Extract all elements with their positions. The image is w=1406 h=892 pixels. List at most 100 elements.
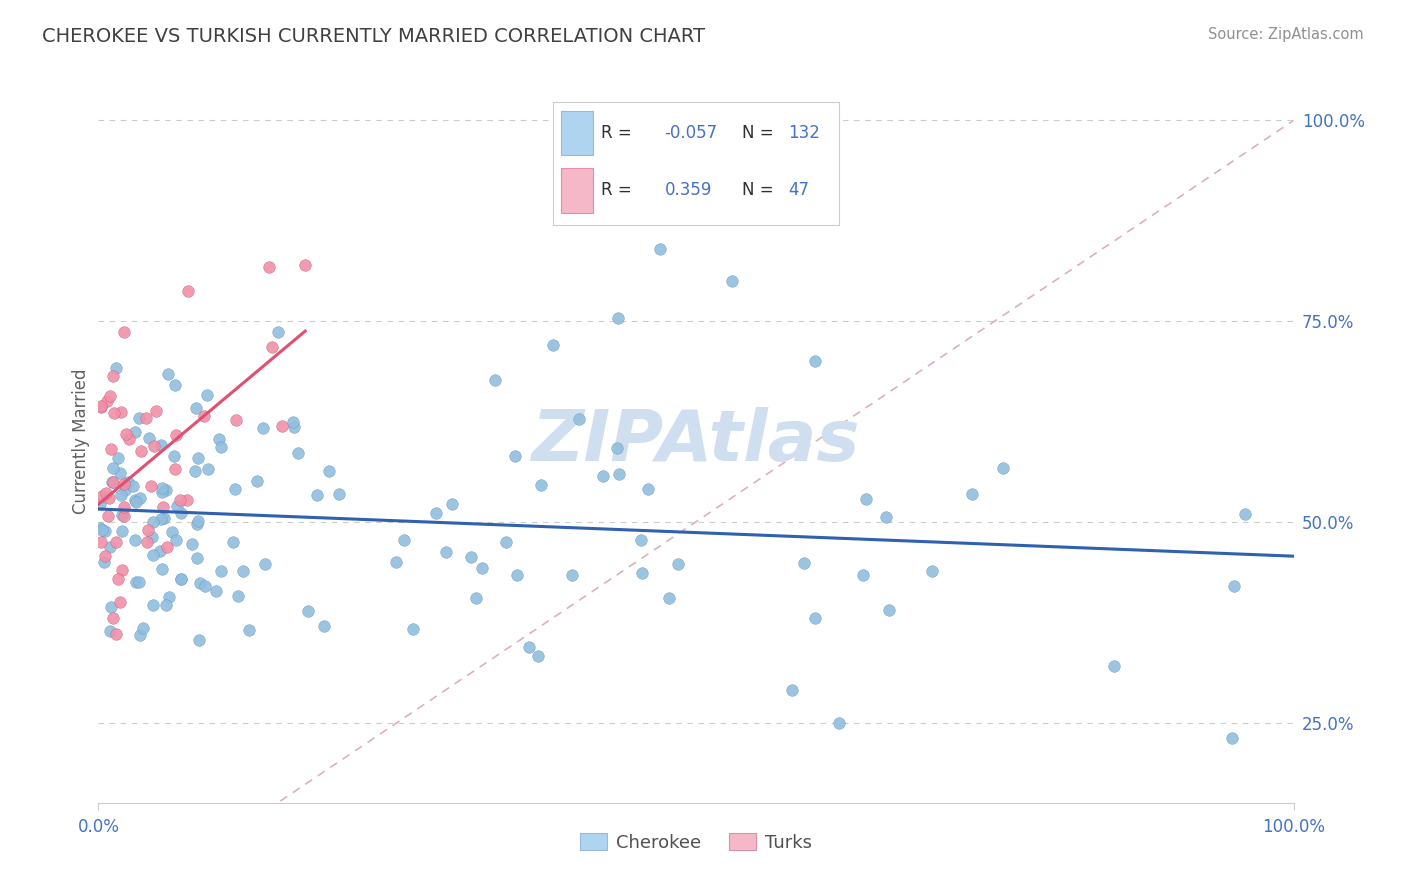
Point	[101, 368, 124, 383]
Point	[225, 413, 247, 427]
Point	[238, 623, 260, 637]
Point	[205, 583, 228, 598]
Point	[254, 557, 277, 571]
Point	[434, 545, 457, 559]
Point	[402, 623, 425, 637]
Point	[471, 561, 494, 575]
Point	[128, 411, 150, 425]
Point	[110, 404, 132, 418]
Text: Source: ZipAtlas.com: Source: ZipAtlas.com	[1208, 27, 1364, 42]
Point	[165, 377, 187, 392]
Point	[804, 611, 827, 625]
Point	[131, 444, 153, 458]
Point	[89, 535, 111, 549]
Point	[138, 431, 160, 445]
Point	[98, 624, 121, 638]
Point	[637, 483, 659, 497]
Point	[270, 419, 292, 434]
Point	[183, 464, 205, 478]
Point	[530, 478, 553, 492]
Point	[176, 493, 198, 508]
Point	[257, 260, 280, 275]
Point	[222, 534, 245, 549]
Point	[117, 475, 139, 490]
Point	[112, 500, 135, 514]
Point	[658, 591, 681, 605]
Point	[188, 576, 211, 591]
Point	[90, 399, 112, 413]
Point	[394, 533, 416, 547]
Point	[89, 521, 111, 535]
Point	[139, 479, 162, 493]
Point	[124, 533, 146, 547]
Point	[100, 600, 122, 615]
Point	[125, 494, 148, 508]
Point	[105, 361, 128, 376]
Point	[155, 599, 177, 613]
Point	[156, 367, 179, 381]
Point	[101, 611, 124, 625]
Point	[141, 516, 163, 530]
Point	[186, 551, 208, 566]
Point	[828, 715, 851, 730]
Point	[852, 567, 875, 582]
Point	[561, 568, 583, 582]
Point	[110, 488, 132, 502]
Point	[1104, 659, 1126, 673]
Point	[195, 387, 218, 401]
Point	[224, 482, 246, 496]
Point	[156, 541, 179, 555]
Point	[165, 428, 187, 442]
Point	[149, 544, 172, 558]
Point	[287, 446, 309, 460]
Point	[527, 648, 550, 663]
Point	[101, 475, 124, 490]
Point	[94, 549, 117, 563]
Point	[143, 440, 166, 454]
Point	[129, 491, 152, 505]
Point	[318, 464, 340, 478]
Point	[96, 394, 118, 409]
Point	[153, 511, 176, 525]
Point	[328, 487, 350, 501]
Point	[166, 499, 188, 513]
Point	[152, 500, 174, 514]
Point	[136, 523, 159, 537]
Point	[108, 595, 131, 609]
Point	[226, 589, 249, 603]
Point	[592, 469, 614, 483]
Point	[142, 599, 165, 613]
Point	[169, 493, 191, 508]
Point	[186, 401, 208, 416]
Point	[877, 603, 900, 617]
Point	[506, 567, 529, 582]
Point	[165, 533, 187, 548]
Point	[193, 578, 215, 592]
Point	[294, 258, 316, 272]
Point	[93, 555, 115, 569]
Point	[142, 549, 165, 563]
Point	[855, 491, 877, 506]
Point	[1223, 579, 1246, 593]
Point	[155, 483, 177, 497]
Point	[105, 626, 128, 640]
Point	[385, 555, 408, 569]
Point	[90, 400, 112, 414]
Point	[100, 442, 122, 457]
Point	[232, 564, 254, 578]
Point	[804, 354, 827, 368]
Point	[125, 574, 148, 589]
Point	[1220, 731, 1243, 745]
Text: CHEROKEE VS TURKISH CURRENTLY MARRIED CORRELATION CHART: CHEROKEE VS TURKISH CURRENTLY MARRIED CO…	[42, 27, 706, 45]
Point	[96, 485, 118, 500]
Point	[101, 475, 124, 490]
Point	[149, 511, 172, 525]
Point	[606, 441, 628, 455]
Point	[105, 535, 128, 549]
Point	[163, 450, 186, 464]
Point	[150, 481, 173, 495]
Point	[631, 566, 654, 581]
Point	[135, 535, 157, 549]
Point	[177, 284, 200, 298]
Point	[568, 412, 591, 426]
